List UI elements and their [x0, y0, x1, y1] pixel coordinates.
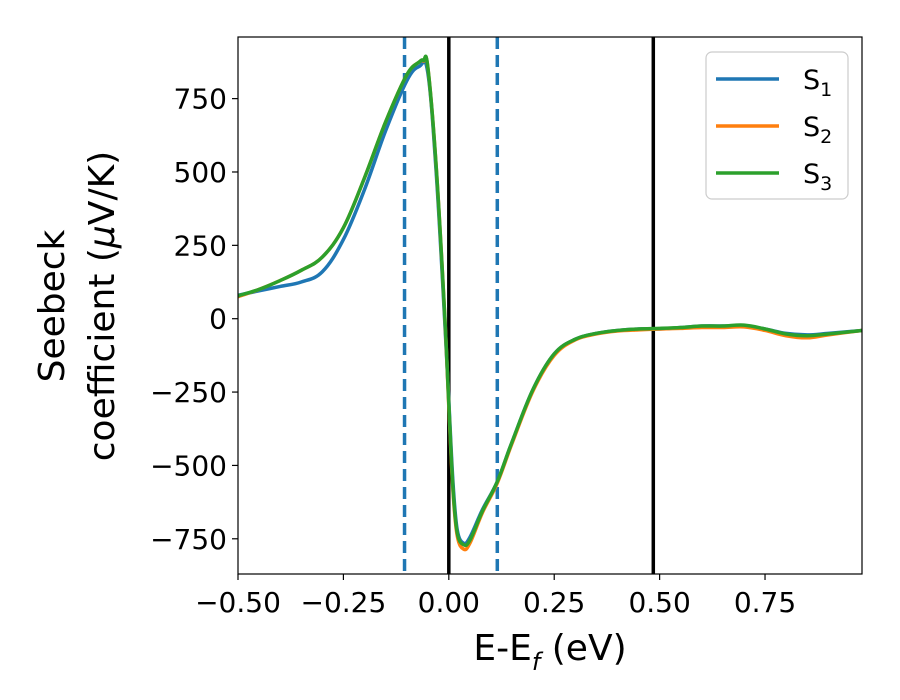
y-axis-label: Seebeck coefficient (μV/K) — [32, 151, 123, 461]
y-tick-label: 750 — [174, 83, 227, 116]
legend-label-s2: S2 — [803, 112, 832, 148]
y-axis-label-line2: coefficient (μV/K) — [82, 151, 123, 461]
plot-frame — [237, 36, 863, 575]
y-tick-label: 0 — [209, 303, 227, 336]
y-tick-label: −750 — [150, 523, 227, 556]
x-tick-label: −0.25 — [300, 586, 386, 619]
x-tick-label: 0.75 — [734, 586, 796, 619]
y-tick-label: 250 — [174, 229, 227, 262]
y-tick-label: −250 — [150, 376, 227, 409]
y-tick-label: −500 — [150, 449, 227, 482]
x-tick-label: 0.50 — [628, 586, 690, 619]
series-line-s3 — [238, 54, 862, 548]
y-tick-label: 500 — [174, 156, 227, 189]
reference-lines — [402, 37, 656, 574]
legend: S1 S2 S3 — [705, 51, 849, 200]
x-axis-ticks: −0.50 −0.25 0.00 0.25 0.50 0.75 — [195, 574, 796, 619]
x-axis-label: E-Ef (eV) — [473, 628, 626, 676]
series-lines — [238, 54, 862, 552]
y-axis-ticks: 750 500 250 0 −250 −500 −750 — [150, 83, 238, 556]
x-tick-label: 0.25 — [523, 586, 585, 619]
x-tick-label: −0.50 — [195, 586, 281, 619]
x-tick-label: 0.00 — [418, 586, 480, 619]
y-axis-label-line1: Seebeck — [32, 229, 73, 382]
legend-label-s3: S3 — [803, 159, 832, 195]
legend-label-s1: S1 — [803, 65, 832, 101]
